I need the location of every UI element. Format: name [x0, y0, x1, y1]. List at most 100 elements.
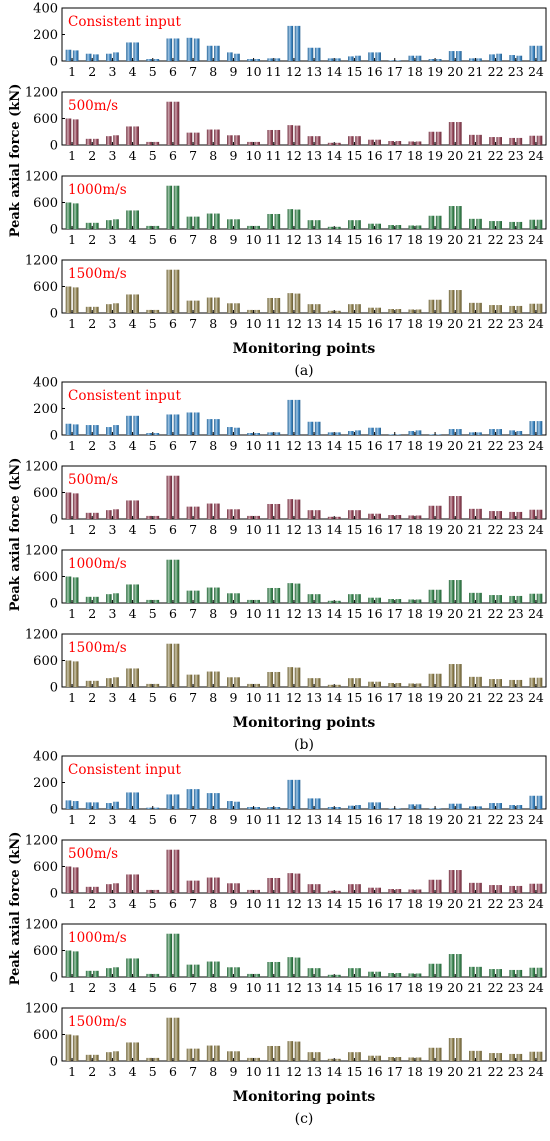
- bar-point-11-2: [274, 213, 281, 229]
- bar-point-13-2: [314, 510, 321, 519]
- x-tick-label: 10: [246, 316, 262, 331]
- bar-point-3-1: [106, 594, 112, 603]
- bar-point-19-1: [428, 505, 435, 519]
- x-tick-label: 2: [88, 812, 96, 827]
- bar-point-14-2: [335, 1058, 341, 1061]
- bar-point-18-1: [408, 599, 415, 603]
- bar-point-20-1: [448, 122, 455, 145]
- bar-point-21-1: [469, 508, 475, 519]
- bar-point-16-1: [368, 513, 374, 519]
- bar-point-23-2: [516, 679, 523, 687]
- series-annotation: 1500m/s: [68, 640, 127, 656]
- x-tick-label: 10: [246, 690, 262, 705]
- bar-point-2-1: [85, 680, 92, 687]
- bar-point-5-1: [146, 225, 152, 229]
- bar-point-4-1: [126, 294, 132, 313]
- bar-point-6-2: [173, 933, 180, 977]
- bar-point-13-2: [314, 136, 321, 145]
- x-tick-label: 5: [149, 232, 157, 247]
- y-axis-label: Peak axial force (kN): [8, 832, 23, 986]
- x-tick-label: 17: [387, 1064, 403, 1079]
- bar-point-13-1: [307, 594, 314, 603]
- bar-point-17-2: [395, 225, 402, 229]
- bar-point-9-1: [227, 135, 233, 145]
- bar-point-14-1: [327, 516, 334, 519]
- bar-point-5-2: [153, 973, 160, 977]
- bar-point-9-1: [227, 1051, 233, 1061]
- bar-point-1-2: [72, 119, 79, 145]
- bar-point-7-1: [186, 216, 193, 229]
- bar-point-15-2: [355, 805, 361, 809]
- bar-point-12-1: [287, 499, 294, 519]
- panel-label: (b): [294, 737, 314, 753]
- bar-point-18-2: [415, 430, 422, 435]
- bar-point-6-1: [166, 101, 173, 145]
- bar-point-18-1: [408, 683, 415, 687]
- bar-point-14-2: [335, 226, 341, 229]
- bar-point-24-1: [529, 135, 536, 145]
- bar-point-13-1: [307, 220, 314, 229]
- bar-point-1-1: [65, 202, 72, 229]
- x-tick-label: 18: [407, 690, 423, 705]
- x-tick-label: 15: [346, 316, 362, 331]
- x-tick-label: 14: [326, 896, 342, 911]
- bar-point-18-2: [415, 309, 422, 313]
- bar-point-21-1: [469, 134, 475, 145]
- bar-point-5-1: [146, 807, 152, 809]
- bar-point-4-1: [126, 792, 132, 809]
- bar-point-15-1: [348, 431, 354, 435]
- x-tick-label: 16: [367, 980, 383, 995]
- bar-point-8-1: [206, 671, 213, 687]
- bar-point-24-2: [536, 303, 543, 313]
- bar-point-24-1: [529, 1051, 536, 1061]
- bar-point-22-1: [489, 137, 495, 145]
- x-tick-label: 13: [306, 438, 322, 453]
- bar-point-11-1: [267, 807, 273, 809]
- bar-point-21-1: [469, 302, 475, 313]
- x-tick-label: 6: [169, 148, 177, 163]
- x-tick-label: 18: [407, 232, 423, 247]
- bar-point-24-1: [529, 45, 536, 61]
- y-tick-label: 600: [33, 570, 58, 585]
- bar-point-13-2: [314, 798, 321, 809]
- y-tick-label: 600: [33, 944, 58, 959]
- x-tick-label: 12: [286, 522, 302, 537]
- bar-point-6-1: [166, 933, 173, 977]
- x-tick-label: 2: [88, 522, 96, 537]
- bar-point-7-1: [186, 506, 193, 519]
- bar-point-19-2: [435, 589, 442, 603]
- bar-point-4-1: [126, 500, 132, 519]
- x-tick-label: 14: [326, 812, 342, 827]
- bar-point-14-2: [335, 516, 341, 519]
- bar-point-5-2: [153, 141, 160, 145]
- bar-point-10-1: [247, 309, 253, 313]
- x-tick-label: 5: [149, 522, 157, 537]
- bar-point-17-1: [388, 973, 394, 977]
- series-annotation: Consistent input: [68, 388, 181, 404]
- bar-point-20-2: [456, 870, 462, 893]
- bar-point-13-1: [307, 798, 314, 809]
- bar-point-22-1: [489, 803, 495, 809]
- bar-point-13-1: [307, 136, 314, 145]
- bar-point-22-2: [496, 429, 502, 435]
- y-tick-label: 0: [50, 513, 58, 528]
- bar-point-2-1: [85, 222, 92, 229]
- bar-point-8-1: [206, 45, 213, 61]
- bar-point-19-2: [435, 505, 442, 519]
- x-tick-label: 23: [508, 522, 524, 537]
- x-tick-label: 22: [488, 438, 504, 453]
- x-tick-label: 20: [447, 316, 463, 331]
- x-tick-label: 5: [149, 606, 157, 621]
- x-tick-label: 6: [169, 232, 177, 247]
- bar-point-16-1: [368, 681, 374, 687]
- x-tick-label: 6: [169, 606, 177, 621]
- bar-point-22-1: [489, 54, 495, 61]
- bar-point-18-1: [408, 141, 415, 145]
- x-tick-label: 21: [467, 522, 483, 537]
- bar-point-20-1: [448, 206, 455, 229]
- bar-point-15-1: [348, 304, 354, 313]
- bar-point-10-2: [254, 683, 260, 687]
- bar-point-22-1: [489, 221, 495, 229]
- bar-point-21-2: [476, 966, 482, 977]
